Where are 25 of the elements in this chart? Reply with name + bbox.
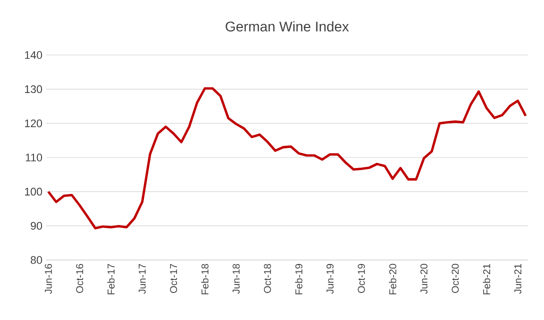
x-tick-label: Jun-21 <box>514 264 522 294</box>
x-tick-label: Oct-17 <box>170 264 178 293</box>
x-tick-label: Oct-16 <box>76 264 84 293</box>
y-tick-label: 90 <box>30 222 42 230</box>
y-tick-label: 100 <box>25 188 42 196</box>
x-tick-label: Oct-19 <box>358 264 365 293</box>
x-tick-label: Oct-18 <box>264 264 271 293</box>
x-tick-label: Jun-18 <box>232 264 240 294</box>
x-tick-label: Feb-19 <box>295 264 302 294</box>
x-tick-label: Jun-19 <box>326 264 334 294</box>
x-tick-label: Feb-20 <box>388 264 396 294</box>
x-tick-label: Jun-16 <box>44 264 52 294</box>
x-tick-label: Feb-17 <box>107 264 115 294</box>
x-tick-label: Feb-21 <box>482 264 490 294</box>
x-tick-label: Jun-17 <box>138 264 146 294</box>
x-tick-label: Feb-18 <box>201 264 208 294</box>
chart-title: German Wine Index <box>226 21 349 32</box>
y-tick-label: 110 <box>26 154 42 162</box>
y-tick-label: 120 <box>25 119 42 128</box>
y-tick-label: 130 <box>25 85 42 94</box>
line-series <box>47 87 527 230</box>
x-tick-label: Jun-20 <box>420 264 428 294</box>
y-tick-label: 80 <box>30 256 42 264</box>
x-tick-label: Oct-20 <box>452 264 459 293</box>
y-tick-label: 140 <box>25 51 42 59</box>
